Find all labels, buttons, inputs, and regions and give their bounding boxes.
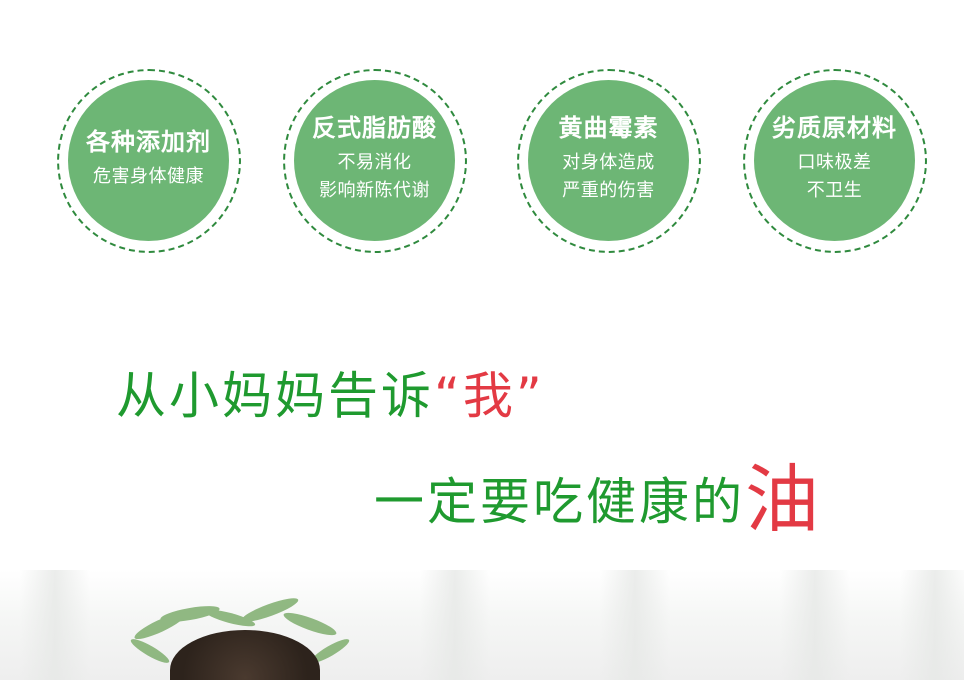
circle-line: 口味极差 [797, 152, 872, 173]
curtain-fold [420, 570, 490, 680]
bamboo-plant [130, 598, 350, 663]
circle-line: 不卫生 [806, 180, 863, 201]
slogan-quote-me: “我” [434, 367, 545, 425]
circle-additives-fill: 各种添加剂 危害身体健康 [68, 80, 229, 241]
slogan-line-2-text: 一定要吃健康的 [374, 473, 745, 531]
circle-line: 对身体造成 [562, 152, 655, 173]
circle-trans-fat-fill: 反式脂肪酸 不易消化 影响新陈代谢 [294, 80, 455, 241]
circle-aflatoxin-fill: 黄曲霉素 对身体造成 严重的伤害 [528, 80, 689, 241]
curtain-fold [780, 570, 850, 680]
mother-photo [0, 570, 964, 680]
circle-aflatoxin: 黄曲霉素 对身体造成 严重的伤害 [517, 69, 701, 253]
circle-trans-fat: 反式脂肪酸 不易消化 影响新陈代谢 [283, 69, 467, 253]
circle-line: 影响新陈代谢 [319, 180, 430, 201]
circle-poor-materials-fill: 劣质原材料 口味极差 不卫生 [754, 80, 915, 241]
curtain-fold [20, 570, 90, 680]
circle-line: 严重的伤害 [562, 180, 655, 201]
curtain-fold [600, 570, 670, 680]
slogan-line-2: 一定要吃健康的油 [374, 440, 822, 547]
harm-circles: 各种添加剂 危害身体健康 反式脂肪酸 不易消化 影响新陈代谢 黄曲霉素 对身体造… [0, 0, 964, 280]
circle-title: 劣质原材料 [772, 114, 897, 142]
curtain-fold [900, 570, 964, 680]
circle-line: 不易消化 [337, 152, 412, 173]
slogan-line-1-text: 从小妈妈告诉 [116, 367, 434, 425]
circle-title: 各种添加剂 [86, 128, 211, 156]
circle-additives: 各种添加剂 危害身体健康 [57, 69, 241, 253]
circle-poor-materials: 劣质原材料 口味极差 不卫生 [743, 69, 927, 253]
slogan-line-1: 从小妈妈告诉“我” [116, 356, 545, 428]
circle-title: 反式脂肪酸 [312, 114, 437, 142]
circle-line: 危害身体健康 [93, 166, 204, 187]
circle-title: 黄曲霉素 [558, 114, 659, 142]
slogan-highlight-oil: 油 [745, 457, 822, 543]
